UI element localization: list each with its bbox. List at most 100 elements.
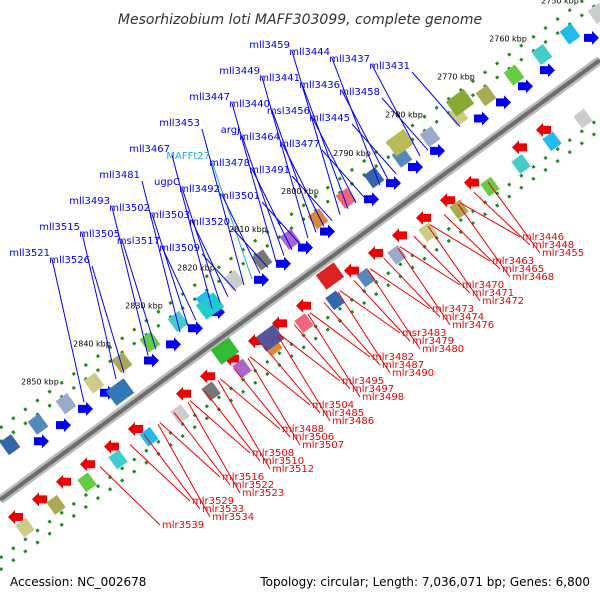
upper-gene-label: mll3520 (189, 217, 230, 228)
kbp-tick-label: 2840 kbp (73, 340, 111, 349)
lower-gene-label: mlr3506 (292, 432, 334, 443)
forward-gene-arrow (518, 79, 533, 94)
label-leader (487, 181, 541, 254)
lower-gene-label: mlr3523 (242, 488, 284, 499)
genome-backbone (0, 56, 600, 504)
lower-gene-label: mlr3495 (342, 376, 384, 387)
accession-text: Accession: NC_002678 (10, 575, 146, 589)
upper-gene-label: mll3493 (69, 196, 110, 207)
gene-block (46, 495, 66, 515)
label-leader (277, 335, 331, 422)
upper-gene-label: msl3456 (267, 106, 310, 117)
gene-block (108, 449, 128, 470)
upper-gene-label: mll3502 (109, 203, 150, 214)
label-leader (301, 83, 349, 209)
upper-gene-label: mll3441 (259, 73, 300, 84)
topology-text: Topology: circular; Length: 7,036,071 bp… (259, 575, 590, 589)
upper-gene-label: mll3447 (189, 92, 230, 103)
gene-block (111, 351, 133, 374)
reverse-gene-arrow (200, 369, 215, 384)
gene-block (573, 108, 593, 129)
label-leader (157, 423, 211, 518)
label-leader (171, 154, 213, 309)
gene-features (0, 2, 600, 538)
label-leader (443, 214, 501, 270)
reverse-gene-arrow (8, 510, 23, 525)
kbp-tick-label: 2760 kbp (489, 34, 527, 43)
gene-block (77, 472, 97, 493)
lower-gene-label: mlr3476 (452, 320, 494, 331)
kbp-tick-label: 2750 kbp (541, 0, 579, 5)
gene-block (503, 64, 525, 86)
label-leader (321, 149, 365, 198)
upper-gene-label: mll3503 (149, 210, 190, 221)
gene-block (170, 404, 190, 424)
label-leader (211, 161, 253, 280)
gene-block (223, 269, 245, 291)
kbp-tick-label: 2770 kbp (437, 73, 475, 82)
label-leader (383, 258, 441, 318)
upper-gene-label: msl3517 (117, 236, 160, 247)
label-leader (231, 227, 269, 268)
label-leader (371, 64, 421, 157)
reverse-gene-arrow (392, 228, 407, 243)
kbp-tick-label: 2790 kbp (333, 149, 371, 158)
label-leader (247, 357, 301, 446)
kbp-tick-label: 2780 kbp (385, 111, 423, 120)
forward-gene-arrow (56, 418, 71, 433)
label-leader (367, 269, 421, 350)
label-leader (91, 265, 125, 374)
lower-gene-label: mlr3482 (372, 352, 414, 363)
lower-gene-label: mlr3507 (302, 440, 344, 451)
lower-gene-label: mlr3486 (332, 416, 374, 427)
gene-block (105, 378, 135, 406)
label-leader (161, 246, 197, 321)
lower-gene-label: mlr3468 (512, 272, 554, 283)
upper-gene-label: mll3445 (309, 113, 350, 124)
gene-block (449, 199, 469, 220)
lower-gene-label: mlr3512 (272, 464, 314, 475)
forward-gene-arrow (474, 111, 489, 126)
gene-block (587, 2, 600, 25)
label-leader (141, 180, 181, 333)
label-leader (81, 232, 117, 380)
forward-gene-arrow (298, 240, 313, 255)
kbp-tick-label: 2850 kbp (21, 378, 59, 387)
label-leader (279, 334, 341, 382)
gene-block (0, 434, 21, 456)
label-leader (457, 203, 511, 278)
upper-gene-label: mll3458 (339, 87, 380, 98)
upper-gene-label: argJ (221, 125, 240, 136)
genome-title: Mesorhizobium loti MAFF303099, complete … (118, 12, 482, 28)
gene-block (167, 310, 189, 333)
lower-gene-label: mlr3472 (482, 296, 524, 307)
kbp-scale-ticks: 2750 kbp 2760 kbp 2770 kbp 2780 kbp 2790 kbp… (21, 0, 579, 387)
label-leader (261, 76, 309, 239)
upper-gene-label: mll3491 (249, 165, 290, 176)
lower-gene-label: mlr3522 (232, 480, 274, 491)
gene-block (195, 292, 225, 320)
label-leader (231, 102, 277, 262)
upper-gene-label: mll3526 (49, 255, 90, 266)
lower-gene-label: mlr3510 (262, 456, 304, 467)
upper-gene-label: mll3436 (299, 80, 340, 91)
lower-gene-label: mlr3446 (522, 232, 564, 243)
label-leader (291, 175, 333, 221)
label-leader (249, 356, 311, 406)
label-leader (263, 346, 321, 414)
label-leader (201, 253, 237, 292)
forward-gene-arrow (584, 30, 599, 45)
reverse-gene-arrow (56, 474, 71, 489)
lower-gene-label: mlr3533 (202, 504, 244, 515)
upper-gene-label: mll3515 (39, 222, 80, 233)
reverse-gene-arrow (464, 175, 479, 190)
upper-gene-label: MAFFt27 (166, 151, 210, 162)
forward-gene-arrow (78, 401, 93, 416)
label-leader (429, 224, 491, 262)
label-leader (397, 247, 451, 326)
label-leader (369, 268, 431, 310)
label-leader (271, 109, 317, 233)
label-leader (311, 116, 357, 204)
reverse-gene-arrow (416, 210, 431, 225)
